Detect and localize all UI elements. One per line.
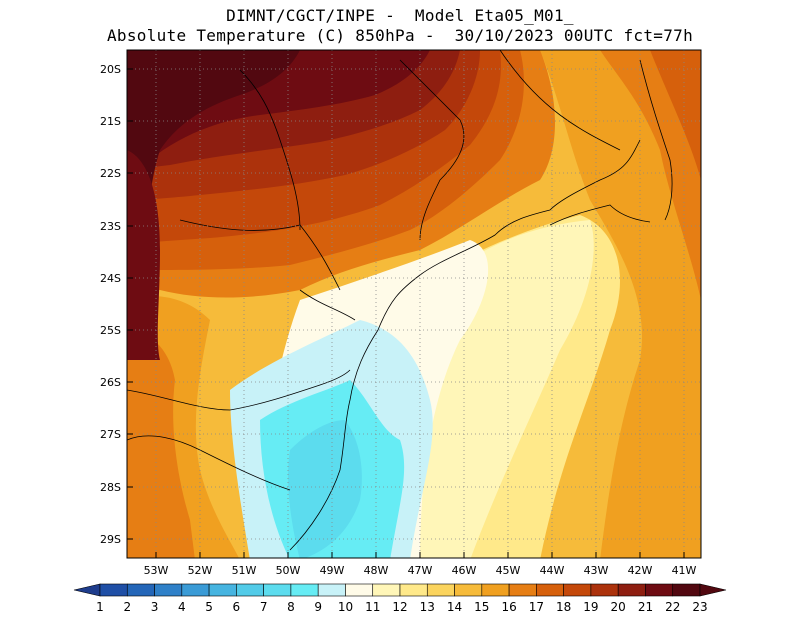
lat-label: 29S	[100, 533, 121, 546]
colorbar-label: 9	[314, 600, 322, 614]
colorbar-left-arrow	[73, 583, 101, 597]
colorbar-swatch	[454, 583, 483, 597]
colorbar-label: 7	[260, 600, 268, 614]
colorbar-label: 14	[447, 600, 462, 614]
colorbar-label: 2	[123, 600, 131, 614]
latitude-labels: 20S 21S 22S 23S 24S 25S 26S 27S 28S 29S	[100, 63, 133, 546]
colorbar-swatch	[372, 583, 401, 597]
colorbar-swatch	[345, 583, 374, 597]
lat-label: 21S	[100, 115, 121, 128]
colorbar-swatch	[617, 583, 646, 597]
colorbar-label: 17	[529, 600, 544, 614]
colorbar-label: 3	[151, 600, 159, 614]
colorbar-label: 4	[178, 600, 186, 614]
colorbar-label: 12	[392, 600, 407, 614]
grid-lines	[127, 50, 701, 558]
colorbar-label: 22	[665, 600, 680, 614]
colorbar: 1 2 3 4 5 6 7 8 9 10 11 12 13 14 15 16 17 18 19 20 21 22 23	[73, 583, 727, 614]
colorbar-swatch	[536, 583, 564, 597]
lat-label: 24S	[100, 272, 121, 285]
plot-frame	[126, 49, 702, 559]
title-line-2: Absolute Temperature (C) 850hPa - 30/10/…	[106, 26, 694, 45]
colorbar-swatch	[481, 583, 510, 597]
temperature-field	[127, 50, 701, 558]
lon-label: 41W	[672, 564, 697, 577]
colorbar-swatch	[426, 583, 455, 597]
colorbar-swatch	[317, 583, 346, 597]
lon-label: 43W	[584, 564, 609, 577]
colorbar-swatch	[563, 583, 592, 597]
lon-label: 45W	[496, 564, 521, 577]
colorbar-swatch	[208, 583, 237, 597]
colorbar-label: 13	[420, 600, 435, 614]
colorbar-swatch	[181, 583, 210, 597]
lon-label: 53W	[144, 564, 169, 577]
lon-label: 52W	[188, 564, 213, 577]
lon-label: 48W	[364, 564, 389, 577]
lon-label: 49W	[320, 564, 345, 577]
colorbar-swatch	[645, 583, 674, 597]
lat-label: 23S	[100, 220, 121, 233]
colorbar-label: 19	[583, 600, 598, 614]
colorbar-label: 21	[638, 600, 653, 614]
colorbar-label: 18	[556, 600, 571, 614]
colorbar-label: 23	[692, 600, 707, 614]
lat-label: 26S	[100, 376, 121, 389]
lat-label: 22S	[100, 167, 121, 180]
colorbar-swatch	[590, 583, 619, 597]
colorbar-swatch	[99, 583, 128, 597]
colorbar-label: 11	[365, 600, 380, 614]
coastline-borders	[127, 50, 673, 551]
colorbar-label: 1	[96, 600, 104, 614]
colorbar-swatch	[290, 583, 319, 597]
colorbar-label: 16	[501, 600, 516, 614]
lat-label: 27S	[100, 428, 121, 441]
lat-label: 25S	[100, 324, 121, 337]
colorbar-swatch	[126, 583, 155, 597]
colorbar-swatch	[236, 583, 264, 597]
lat-label: 20S	[100, 63, 121, 76]
colorbar-right-arrow	[699, 583, 727, 597]
colorbar-label: 5	[205, 600, 213, 614]
lon-label: 46W	[452, 564, 477, 577]
lon-label: 47W	[408, 564, 433, 577]
lon-label: 50W	[276, 564, 301, 577]
lon-label: 42W	[628, 564, 653, 577]
colorbar-label: 15	[474, 600, 489, 614]
colorbar-label: 6	[233, 600, 241, 614]
colorbar-swatch	[154, 583, 183, 597]
colorbar-swatch	[263, 583, 292, 597]
longitude-labels: 53W 52W 51W 50W 49W 48W 47W 46W 45W 44W 43W 42W 41W	[144, 552, 697, 577]
title-line-1: DIMNT/CGCT/INPE - Model Eta05_M01_	[226, 6, 574, 25]
colorbar-swatch	[508, 583, 537, 597]
colorbar-swatch	[672, 583, 701, 597]
colorbar-swatch	[399, 583, 428, 597]
colorbar-label: 20	[611, 600, 626, 614]
lon-label: 44W	[540, 564, 565, 577]
lat-label: 28S	[100, 481, 121, 494]
lon-label: 51W	[232, 564, 257, 577]
colorbar-label: 10	[338, 600, 353, 614]
colorbar-label: 8	[287, 600, 295, 614]
